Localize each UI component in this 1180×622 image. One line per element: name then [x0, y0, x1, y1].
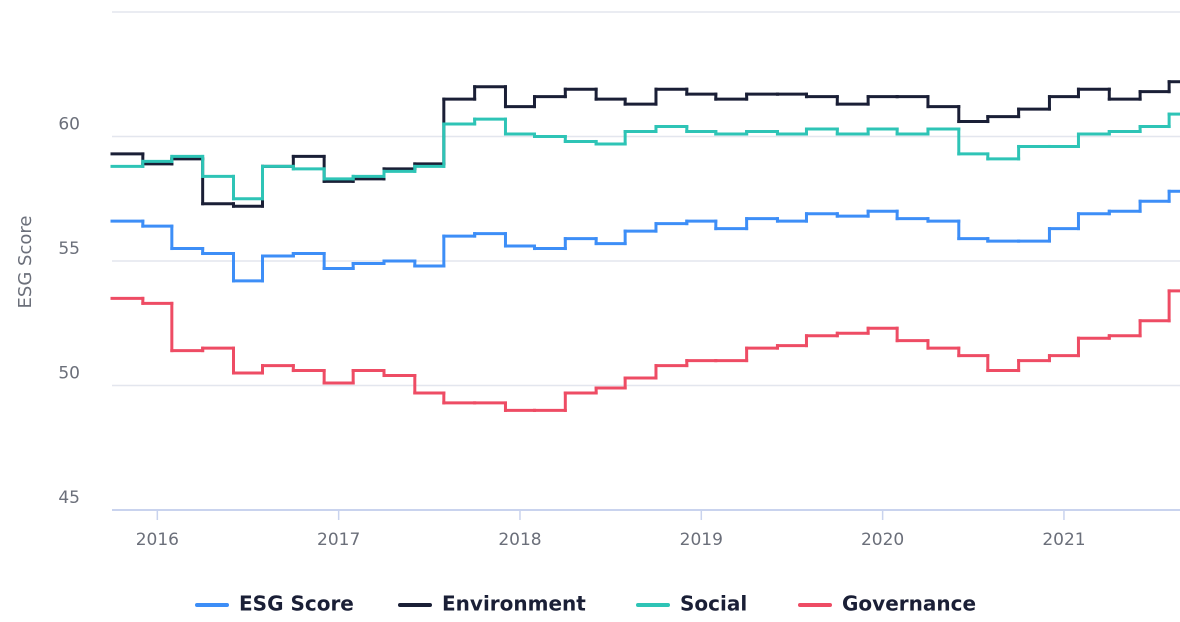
x-tick-label: 2016: [136, 530, 179, 550]
x-tick-label: 2017: [317, 530, 360, 550]
y-tick-label: 55: [58, 239, 80, 259]
x-tick-label: 2018: [498, 530, 541, 550]
y-tick-label: 45: [58, 488, 80, 508]
x-tick-label: 2020: [861, 530, 904, 550]
legend-label: Environment: [442, 592, 586, 616]
x-tick-label: 2021: [1042, 530, 1085, 550]
y-axis-title: ESG Score: [15, 216, 36, 309]
legend-label: ESG Score: [239, 592, 354, 616]
legend-label: Social: [680, 592, 747, 616]
y-tick-label: 60: [58, 115, 80, 135]
y-tick-label: 50: [58, 364, 80, 384]
x-tick-label: 2019: [680, 530, 723, 550]
legend-label: Governance: [842, 592, 976, 616]
